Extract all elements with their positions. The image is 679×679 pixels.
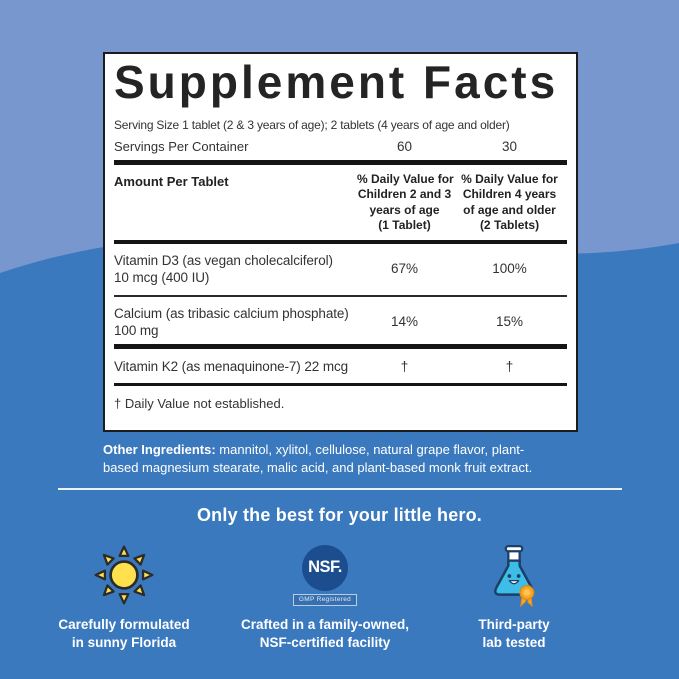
nsf-gmp-registered-text: GMP Registered	[298, 596, 352, 603]
nutrient-name-line: Vitamin D3 (as vegan cholecalciferol)	[114, 252, 333, 268]
badge-caption-line: Third-party	[478, 617, 550, 632]
daily-value-1: †	[400, 358, 409, 374]
dv1-header-line: % Daily Value for	[357, 171, 454, 186]
tagline-heading: Only the best for your little hero.	[196, 505, 483, 525]
daily-value-footnote: † Daily Value not established.	[114, 395, 285, 411]
nutrient-name: Vitamin K2 (as menaquinone-7) 22 mcg	[114, 358, 357, 375]
lab-flask-icon	[494, 544, 535, 608]
nutrient-name: Calcium (as tribasic calcium phosphate) …	[114, 305, 357, 339]
badge-caption-line: in sunny Florida	[71, 635, 177, 650]
nsf-logo-icon: NSF.	[302, 544, 348, 591]
serving-size-text: Serving Size 1 tablet (2 & 3 years of ag…	[114, 117, 510, 132]
badge-nsf-certified: NSF. GMP Registered Crafted in a family-…	[225, 540, 425, 652]
sun-icon-box	[91, 540, 157, 610]
supplement-facts-panel: Supplement Facts Serving Size 1 tablet (…	[103, 52, 578, 432]
badge-caption: Crafted in a family-owned, NSF-certified…	[241, 616, 409, 652]
horizontal-divider	[58, 488, 622, 490]
badge-caption: Third-party lab tested	[478, 616, 549, 652]
nutrient-row-vitamin-d3: Vitamin D3 (as vegan cholecalciferol) 10…	[114, 244, 567, 297]
facts-table-header: Amount Per Tablet % Daily Value for Chil…	[114, 165, 567, 244]
dv1-header-line: (1 Tablet)	[378, 218, 431, 233]
badge-lab-tested: Third-party lab tested	[424, 540, 604, 652]
badge-caption-line: NSF-certified facility	[259, 635, 391, 650]
nsf-gmp-registered-badge: GMP Registered	[293, 593, 357, 606]
nutrient-row-vitamin-k2: Vitamin K2 (as menaquinone-7) 22 mcg † †	[114, 349, 567, 386]
daily-value-2: †	[505, 358, 514, 374]
flask-icon-box	[481, 540, 547, 610]
dv2-header-line: of age and older	[463, 202, 556, 217]
nsf-logo-text: NSF.	[308, 558, 342, 576]
other-ingredients-text: Other Ingredients: mannitol, xylitol, ce…	[103, 441, 535, 476]
badge-caption-line: Carefully formulated	[58, 617, 190, 632]
daily-value-column-header-1: % Daily Value for Children 2 and 3 years…	[357, 171, 454, 234]
supplement-facts-title: Supplement Facts	[114, 56, 559, 108]
badge-sunny-florida: Carefully formulated in sunny Florida	[34, 540, 214, 652]
badge-caption: Carefully formulated in sunny Florida	[58, 616, 189, 652]
dv2-header-line: % Daily Value for	[461, 171, 558, 186]
nutrient-name: Vitamin D3 (as vegan cholecalciferol) 10…	[114, 252, 357, 286]
dv2-header-line: Children 4 years	[462, 187, 557, 202]
other-ingredients-list: mannitol, xylitol, cellulose, natural gr…	[103, 442, 533, 475]
dv1-header-line: Children 2 and 3	[357, 187, 452, 202]
daily-value-1: 14%	[390, 314, 419, 330]
badge-caption-line: Crafted in a family-owned,	[240, 617, 410, 632]
daily-value-column-header-2: % Daily Value for Children 4 years of ag…	[452, 172, 567, 234]
nutrient-name-line: Vitamin K2 (as menaquinone-7) 22 mcg	[114, 358, 349, 374]
nutrient-name-line: Calcium (as tribasic calcium phosphate)	[114, 305, 349, 321]
nutrient-row-calcium: Calcium (as tribasic calcium phosphate) …	[114, 297, 567, 349]
daily-value-2: 15%	[495, 314, 524, 330]
nutrient-amount-line: 10 mcg (400 IU)	[114, 269, 210, 285]
nutrient-amount-line: 100 mg	[114, 322, 159, 338]
servings-value-children-2-3: 60	[396, 138, 413, 154]
daily-value-2: 100%	[492, 261, 527, 277]
dv1-header-line: years of age	[369, 202, 440, 217]
daily-value-1: 67%	[390, 261, 419, 277]
servings-per-container-label: Servings Per Container	[114, 138, 249, 154]
dv2-header-line: (2 Tablets)	[479, 218, 540, 233]
other-ingredients-label: Other Ingredients:	[103, 442, 216, 457]
servings-value-children-4-up: 30	[501, 138, 518, 154]
amount-per-tablet-label: Amount Per Tablet	[114, 173, 229, 189]
servings-per-container-row: Servings Per Container 60 30	[114, 139, 567, 165]
badge-caption-line: lab tested	[482, 635, 546, 650]
sun-icon	[94, 545, 154, 605]
nsf-logo-box: NSF. GMP Registered	[293, 540, 357, 610]
